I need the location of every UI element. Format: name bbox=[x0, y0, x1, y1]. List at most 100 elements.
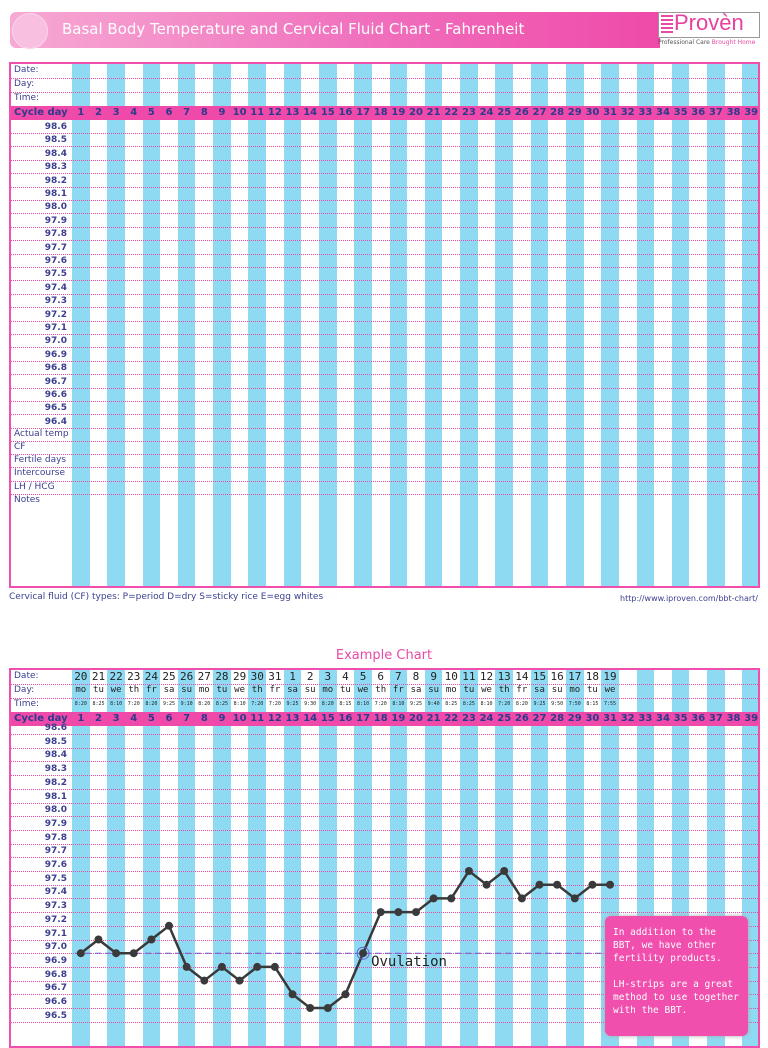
day-entry: mo bbox=[569, 685, 581, 695]
day-entry: sa bbox=[410, 685, 422, 695]
bottom-row-label: LH / HCG bbox=[14, 481, 55, 492]
temperature-gridline bbox=[11, 884, 758, 886]
cycle-day-number: 12 bbox=[267, 713, 282, 724]
column-stripe bbox=[707, 64, 725, 586]
date-entry: 14 bbox=[515, 670, 529, 683]
cycle-day-number: 16 bbox=[338, 107, 353, 118]
temperature-label: 96.8 bbox=[44, 363, 67, 374]
day-entry: fr bbox=[145, 685, 157, 695]
blank-bbt-chart: Date: Day: Time: Cycle day 1 2 3 4 5 6 7 8 9 10 11 12 13… bbox=[9, 62, 760, 588]
day-entry: we bbox=[110, 685, 122, 695]
cycle-day-number: 10 bbox=[232, 107, 247, 118]
temperature-label: 96.4 bbox=[44, 416, 67, 427]
temperature-gridline bbox=[11, 980, 758, 982]
cycle-day-number: 7 bbox=[183, 713, 191, 724]
cycle-day-number: 31 bbox=[603, 107, 617, 118]
day-entry: we bbox=[481, 685, 492, 695]
column-stripe bbox=[107, 64, 125, 586]
time-entry: 7:20 bbox=[498, 701, 511, 707]
temperature-label: 97.2 bbox=[44, 309, 67, 320]
cycle-day-number: 1 bbox=[77, 713, 85, 724]
day-entry: mo bbox=[322, 685, 334, 695]
temperature-gridline bbox=[11, 857, 758, 859]
cycle-day-number: 36 bbox=[691, 713, 706, 724]
temperature-point bbox=[112, 949, 121, 958]
cycle-day-number: 17 bbox=[356, 713, 371, 724]
callout-text-1: In addition to the BBT, we have other fe… bbox=[613, 927, 722, 964]
cycle-day-number: 15 bbox=[320, 107, 335, 118]
time-entry: 9:10 bbox=[180, 701, 193, 707]
cycle-day-number: 4 bbox=[130, 713, 138, 724]
cycle-day-number: 26 bbox=[514, 107, 529, 118]
cycle-day-number: 13 bbox=[285, 713, 300, 724]
cycle-day-number: 23 bbox=[461, 107, 476, 118]
temperature-gridline bbox=[11, 347, 758, 349]
temperature-point bbox=[517, 894, 526, 903]
temperature-label: 97.4 bbox=[44, 887, 67, 898]
row-label-time: Time: bbox=[14, 93, 40, 103]
date-entry: 5 bbox=[359, 670, 367, 683]
time-entry: 8:10 bbox=[480, 701, 493, 707]
time-entry: 8:25 bbox=[215, 701, 228, 707]
temperature-label: 98.3 bbox=[44, 764, 67, 775]
day-entry: th bbox=[375, 685, 387, 695]
temperature-point bbox=[429, 894, 438, 903]
bottom-row-label: Fertile days bbox=[14, 455, 67, 466]
cycle-day-number: 21 bbox=[426, 713, 441, 724]
date-entry: 9 bbox=[430, 670, 437, 683]
cycle-day-row bbox=[11, 106, 758, 120]
temperature-label: 97.5 bbox=[44, 269, 67, 280]
cycle-day-number: 29 bbox=[567, 713, 582, 724]
column-stripe bbox=[213, 64, 231, 586]
temperature-point bbox=[359, 949, 368, 958]
cycle-day-number: 6 bbox=[165, 107, 173, 118]
date-entry: 7 bbox=[395, 670, 402, 683]
cycle-day-number: 1 bbox=[77, 107, 85, 118]
column-stripe bbox=[742, 64, 758, 586]
cycle-day-number: 33 bbox=[638, 107, 653, 118]
date-entry: 13 bbox=[497, 670, 511, 683]
tagline-a: Professional Care bbox=[658, 39, 710, 46]
temperature-gridline bbox=[11, 133, 758, 134]
cycle-day-number: 36 bbox=[691, 107, 706, 118]
time-entry: 8:20 bbox=[198, 701, 211, 707]
temperature-point bbox=[553, 880, 562, 889]
cycle-day-number: 28 bbox=[550, 107, 565, 118]
temperature-gridline bbox=[11, 307, 758, 309]
time-entry: 8:20 bbox=[74, 701, 87, 707]
temperature-label: 97.3 bbox=[44, 901, 67, 912]
temperature-label: 98.2 bbox=[44, 175, 67, 186]
temperature-point bbox=[376, 908, 385, 917]
temperature-gridline bbox=[11, 788, 758, 790]
url-link[interactable]: http://www.iproven.com/bbt-chart/ bbox=[620, 594, 758, 603]
column-stripe bbox=[601, 64, 619, 586]
date-entry: 30 bbox=[250, 670, 264, 683]
cycle-day-number: 38 bbox=[726, 107, 741, 118]
cycle-day-number: 19 bbox=[391, 107, 406, 118]
cycle-day-number: 30 bbox=[585, 713, 600, 724]
temperature-label: 97.4 bbox=[44, 282, 67, 293]
temperature-gridline bbox=[11, 226, 758, 228]
temperature-label: 98.5 bbox=[44, 135, 67, 146]
temperature-gridline bbox=[11, 387, 758, 389]
column-stripe bbox=[72, 64, 90, 586]
temperature-gridline bbox=[11, 374, 758, 376]
temperature-label: 97.0 bbox=[44, 942, 67, 953]
ovulation-label: Ovulation bbox=[371, 954, 447, 971]
cycle-day-number: 7 bbox=[183, 107, 191, 118]
date-entry: 21 bbox=[91, 670, 106, 683]
cycle-day-label: Cycle day bbox=[14, 107, 68, 118]
temperature-point bbox=[147, 935, 156, 944]
temperature-point bbox=[217, 962, 226, 971]
time-entry: 9:25 bbox=[163, 701, 176, 707]
cycle-day-number: 24 bbox=[479, 713, 494, 724]
day-entry: mo bbox=[198, 685, 210, 695]
cycle-day-number: 12 bbox=[267, 107, 282, 118]
date-entry: 20 bbox=[74, 670, 88, 683]
temperature-point bbox=[394, 908, 403, 917]
cycle-day-number: 13 bbox=[285, 107, 300, 118]
row-label-day: Day: bbox=[14, 685, 35, 695]
temperature-gridline bbox=[11, 939, 758, 941]
time-entry: 7:20 bbox=[127, 701, 140, 707]
cycle-day-number: 14 bbox=[303, 107, 318, 118]
